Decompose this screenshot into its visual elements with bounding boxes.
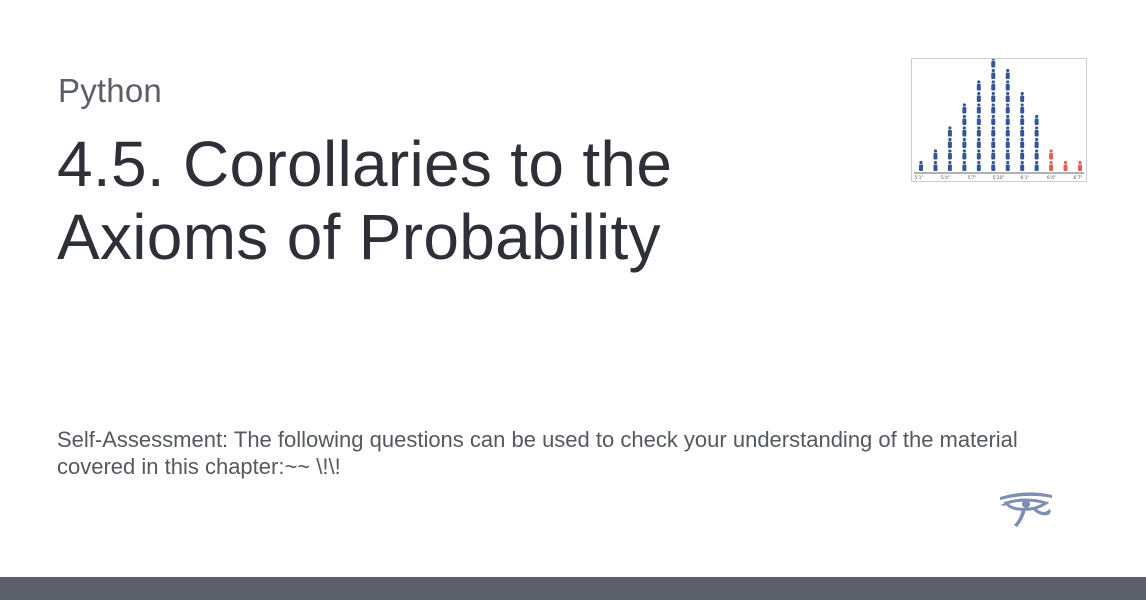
person-icon xyxy=(1034,114,1039,125)
person-icon xyxy=(991,91,996,102)
person-icon xyxy=(1020,126,1025,137)
person-icon xyxy=(991,103,996,114)
person-icon xyxy=(991,137,996,148)
person-icon xyxy=(1078,160,1082,171)
person-icon xyxy=(976,114,981,125)
person-icon xyxy=(933,160,938,171)
tick-label: 5'4" xyxy=(941,175,950,181)
person-icon xyxy=(991,149,996,160)
person-icon xyxy=(976,103,981,114)
person-icon xyxy=(1020,160,1025,171)
page-description: Self-Assessment: The following questions… xyxy=(57,427,1018,479)
person-icon xyxy=(947,149,952,160)
person-icon xyxy=(1005,80,1010,91)
tick-label: 5'1" xyxy=(914,175,923,181)
person-icon xyxy=(991,59,996,68)
person-icon xyxy=(962,137,967,148)
person-icon xyxy=(1020,91,1025,102)
person-icon xyxy=(1034,160,1039,171)
tick-label: 6'4" xyxy=(1047,175,1056,181)
person-icon xyxy=(1005,68,1010,79)
person-icon xyxy=(947,126,952,137)
person-icon xyxy=(1005,126,1010,137)
person-icon xyxy=(1005,149,1010,160)
person-icon xyxy=(962,114,967,125)
person-icon xyxy=(991,68,996,79)
site-category: Python xyxy=(58,72,162,109)
person-icon xyxy=(1005,160,1010,171)
person-icon xyxy=(919,160,923,171)
person-icon xyxy=(976,137,981,148)
person-icon xyxy=(947,137,952,148)
person-icon xyxy=(1005,114,1010,125)
person-icon xyxy=(1049,149,1054,160)
person-icon xyxy=(976,160,981,171)
person-icon xyxy=(933,149,938,160)
tick-label: 5'7" xyxy=(967,175,976,181)
person-icon xyxy=(1020,149,1025,160)
person-icon xyxy=(947,160,952,171)
thumbnail-figure: 5'1" 5'4" 5'7" 5'10" 6'1" 6'4" 6'7" xyxy=(914,59,1084,181)
person-icon xyxy=(962,149,967,160)
tick-label: 6'7" xyxy=(1073,175,1082,181)
eye-of-horus-logo-icon xyxy=(996,489,1056,533)
tick-label: 6'1" xyxy=(1020,175,1029,181)
person-icon xyxy=(1034,149,1039,160)
person-icon xyxy=(962,103,967,114)
person-icon xyxy=(991,80,996,91)
person-icon xyxy=(1005,103,1010,114)
person-icon xyxy=(991,160,996,171)
person-icon xyxy=(976,91,981,102)
person-icon xyxy=(1049,160,1054,171)
person-icon xyxy=(1063,160,1068,171)
person-icon xyxy=(1020,114,1025,125)
page-title: 4.5. Corollaries to the Axioms of Probab… xyxy=(57,128,673,273)
person-icon xyxy=(962,160,967,171)
height-distribution-thumbnail: 5'1" 5'4" 5'7" 5'10" 6'1" 6'4" 6'7" xyxy=(911,58,1087,182)
person-icon xyxy=(976,80,981,91)
tick-label: 5'10" xyxy=(993,175,1005,181)
person-icon xyxy=(962,126,967,137)
person-icon xyxy=(1034,126,1039,137)
person-icon xyxy=(1005,91,1010,102)
person-icon xyxy=(976,149,981,160)
footer-bar xyxy=(0,577,1146,600)
person-icon xyxy=(1005,137,1010,148)
person-icon xyxy=(976,126,981,137)
person-icon xyxy=(991,114,996,125)
person-icon xyxy=(991,126,996,137)
person-icon xyxy=(1020,137,1025,148)
person-icon xyxy=(1034,137,1039,148)
person-icon xyxy=(1020,103,1025,114)
